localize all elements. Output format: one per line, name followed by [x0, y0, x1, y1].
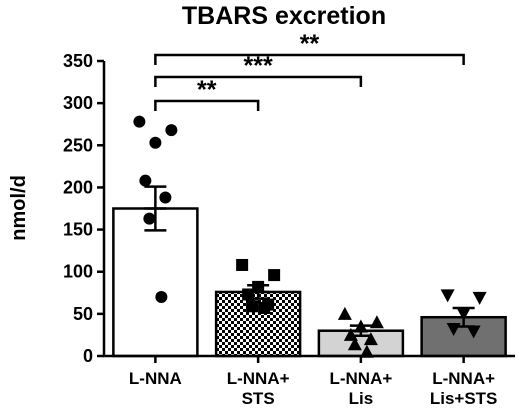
data-point-0-5 [143, 212, 156, 225]
significance-label-2: ** [300, 30, 320, 58]
ticks-group: 0 50 100 150 200 250 300 350 [63, 51, 465, 366]
significance-label-1: *** [244, 52, 273, 80]
data-point-1-1 [268, 269, 281, 282]
category-label-1: L-NNA+ STS [227, 369, 290, 408]
data-point-3-0 [440, 289, 455, 303]
y-tick-label-250: 250 [63, 135, 93, 155]
y-tick-label-100: 100 [63, 262, 93, 282]
data-point-0-2 [149, 136, 162, 149]
data-point-1-2 [252, 280, 265, 293]
data-point-3-2 [456, 307, 471, 321]
data-point-1-5 [246, 300, 259, 313]
category-label-line-3-0: L-NNA+ [432, 369, 495, 388]
data-point-1-0 [236, 258, 249, 271]
significance-bracket-0 [154, 99, 260, 111]
axes-group [102, 61, 515, 358]
y-tick-label-0: 0 [83, 346, 93, 366]
data-point-1-3 [242, 288, 255, 301]
bars-group [112, 207, 507, 358]
data-point-3-3 [446, 323, 461, 337]
data-point-2-6 [359, 344, 374, 358]
significance-bracket-2 [154, 53, 465, 65]
category-label-line-2-0: L-NNA+ [329, 369, 392, 388]
data-point-0-3 [139, 174, 152, 187]
data-point-0-4 [159, 191, 172, 204]
y-tick-label-200: 200 [63, 177, 93, 197]
data-point-2-4 [363, 332, 378, 346]
y-tick-label-300: 300 [63, 93, 93, 113]
data-point-2-0 [337, 306, 352, 320]
data-point-3-1 [472, 291, 487, 305]
category-label-line-3-1: Lis+STS [430, 389, 498, 408]
category-label-line-2-1: Lis [349, 389, 374, 408]
category-label-line-1-1: STS [242, 389, 275, 408]
significance-label-0: ** [197, 76, 217, 104]
data-point-3-4 [466, 325, 481, 339]
data-point-2-2 [353, 319, 368, 333]
data-point-2-1 [369, 315, 384, 329]
category-label-line-1-0: L-NNA+ [227, 369, 290, 388]
category-label-3: L-NNA+ Lis+STS [430, 369, 498, 408]
y-axis-label: nmol/d [8, 175, 30, 241]
data-point-0-6 [155, 291, 168, 303]
chart-title: TBARS excretion [182, 2, 386, 30]
data-point-0-1 [165, 124, 178, 137]
y-tick-label-150: 150 [63, 220, 93, 240]
data-points-group [133, 115, 487, 358]
data-point-0-0 [133, 115, 146, 128]
category-label-2: L-NNA+ Lis [329, 369, 392, 408]
data-point-2-3 [343, 327, 358, 341]
y-tick-label-50: 50 [73, 304, 93, 324]
significance-bracket-1 [154, 75, 363, 87]
significance-brackets: ******* [154, 30, 465, 111]
category-label-0: L-NNA [129, 369, 182, 388]
category-label-line-0-0: L-NNA [129, 369, 182, 388]
data-point-2-5 [347, 337, 362, 351]
y-tick-label-350: 350 [63, 51, 93, 71]
data-point-1-6 [258, 301, 271, 314]
